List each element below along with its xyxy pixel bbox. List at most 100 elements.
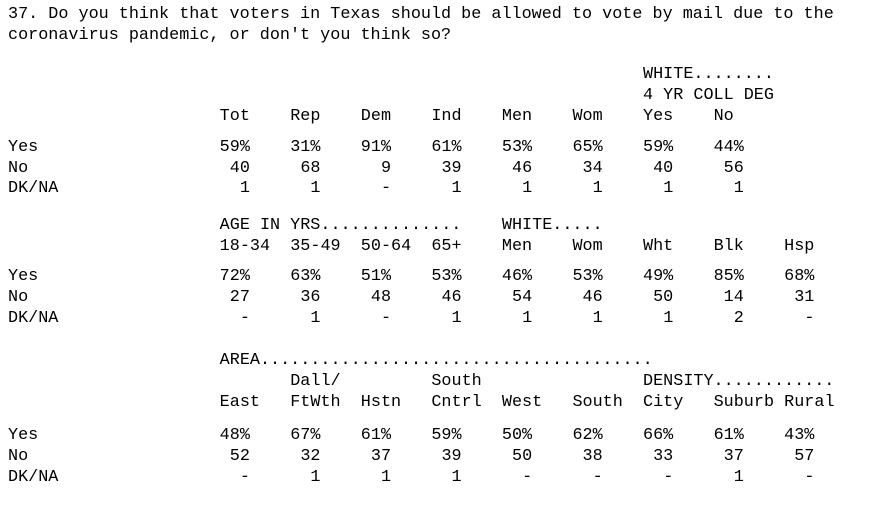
row-label: No: [8, 288, 29, 307]
cell-value: -: [663, 468, 674, 487]
cell-value: 1: [592, 309, 603, 328]
cell-value: 40: [653, 159, 674, 178]
cell-value: -: [592, 468, 603, 487]
cell-value: 33: [653, 447, 674, 466]
cell-value: 1: [663, 309, 674, 328]
cell-value: 9: [380, 159, 392, 178]
cell-value: 54: [512, 288, 533, 307]
group-header: South: [431, 372, 482, 391]
cell-value: 1: [451, 179, 462, 198]
cell-value: 1: [310, 179, 321, 198]
cell-value: 46: [582, 288, 603, 307]
column-header: FtWth: [290, 393, 341, 412]
cell-value: -: [804, 468, 815, 487]
cell-value: 59%: [431, 426, 462, 445]
cell-value: 2: [733, 309, 744, 328]
group-header: WHITE........: [643, 65, 774, 84]
column-header: Cntrl: [431, 393, 482, 412]
cell-value: 50%: [501, 426, 533, 445]
cell-value: 39: [441, 159, 462, 178]
cell-value: 1: [239, 179, 250, 198]
cell-value: 48%: [219, 426, 250, 445]
cell-value: 44%: [713, 138, 744, 157]
cell-value: 53%: [501, 138, 533, 157]
cell-value: 1: [451, 468, 462, 487]
cell-value: -: [239, 468, 250, 487]
cell-value: 61%: [360, 426, 392, 445]
column-header: Hstn: [360, 393, 402, 412]
cell-value: 37: [723, 447, 744, 466]
cell-value: 1: [733, 468, 744, 487]
cell-value: 31: [794, 288, 815, 307]
column-header: Rep: [290, 107, 321, 126]
cell-value: 1: [522, 179, 533, 198]
cell-value: 43%: [784, 426, 815, 445]
question-line-2: coronavirus pandemic, or don't you think…: [8, 26, 452, 45]
cell-value: 1: [310, 468, 321, 487]
cell-value: 31%: [290, 138, 321, 157]
cell-value: 63%: [290, 267, 321, 286]
column-header: Ind: [431, 107, 462, 126]
group-header: 4 YR COLL DEG: [643, 86, 774, 105]
cell-value: -: [380, 309, 392, 328]
cell-value: 68: [300, 159, 321, 178]
column-header: Rural: [784, 393, 835, 412]
cell-value: 85%: [713, 267, 744, 286]
cell-value: 1: [592, 179, 603, 198]
column-header: City: [643, 393, 684, 412]
group-header: WHITE.....: [501, 216, 603, 235]
row-label: No: [8, 159, 29, 178]
cell-value: 46: [441, 288, 462, 307]
column-header: 50-64: [360, 237, 412, 256]
column-header: Men: [501, 237, 533, 256]
cell-value: 67%: [290, 426, 321, 445]
row-label: DK/NA: [8, 179, 59, 198]
cell-value: 49%: [643, 267, 674, 286]
cell-value: 39: [441, 447, 462, 466]
column-header: South: [572, 393, 623, 412]
column-header: Wom: [572, 237, 603, 256]
cell-value: 34: [582, 159, 603, 178]
column-header: East: [219, 393, 260, 412]
column-header: 35-49: [290, 237, 341, 256]
cell-value: 36: [300, 288, 321, 307]
cell-value: 62%: [572, 426, 603, 445]
cell-value: 1: [522, 309, 533, 328]
column-header: West: [501, 393, 543, 412]
column-header: 65+: [431, 237, 462, 256]
cell-value: 1: [663, 179, 674, 198]
cell-value: -: [380, 179, 392, 198]
cell-value: 50: [653, 288, 674, 307]
column-header: Tot: [219, 107, 250, 126]
cell-value: -: [804, 309, 815, 328]
question-line-1: 37. Do you think that voters in Texas sh…: [8, 5, 834, 24]
column-header: Men: [501, 107, 533, 126]
cell-value: -: [239, 309, 250, 328]
row-label: No: [8, 447, 29, 466]
cell-value: 32: [300, 447, 321, 466]
cell-value: 48: [370, 288, 392, 307]
row-label: Yes: [8, 138, 39, 157]
cell-value: 91%: [360, 138, 392, 157]
group-header: Dall/: [290, 372, 341, 391]
cell-value: 72%: [219, 267, 250, 286]
cell-value: 56: [723, 159, 744, 178]
cell-value: 27: [229, 288, 250, 307]
cell-value: 65%: [572, 138, 603, 157]
row-label: Yes: [8, 426, 39, 445]
cell-value: 1: [733, 179, 744, 198]
column-header: Yes: [643, 107, 674, 126]
column-header: Wom: [572, 107, 603, 126]
cell-value: -: [522, 468, 533, 487]
cell-value: 37: [370, 447, 392, 466]
column-header: Hsp: [784, 237, 815, 256]
column-header: Suburb: [713, 393, 775, 412]
column-header: Wht: [643, 237, 674, 256]
cell-value: 38: [582, 447, 603, 466]
cell-value: 66%: [643, 426, 674, 445]
cell-value: 59%: [643, 138, 674, 157]
column-header: 18-34: [219, 237, 271, 256]
cell-value: 46%: [501, 267, 533, 286]
cell-value: 50: [512, 447, 533, 466]
